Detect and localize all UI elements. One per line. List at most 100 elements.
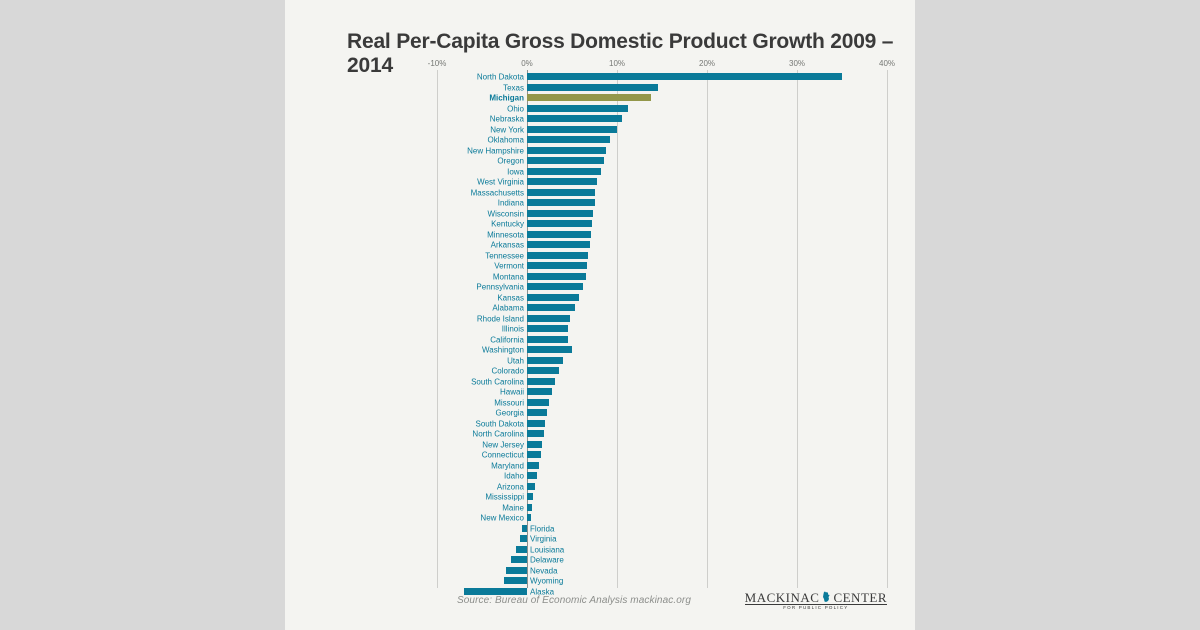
bar bbox=[527, 126, 617, 133]
bar-row: New Mexico bbox=[347, 513, 887, 524]
bar-row: Florida bbox=[347, 524, 887, 535]
bar-label: Utah bbox=[507, 356, 524, 365]
bar bbox=[527, 304, 575, 311]
bar-row: Pennsylvania bbox=[347, 282, 887, 293]
bar-label: Nebraska bbox=[490, 115, 524, 124]
x-axis-tick: 20% bbox=[699, 59, 715, 68]
bar bbox=[527, 115, 622, 122]
bar-row: Idaho bbox=[347, 471, 887, 482]
bar-row: Massachusetts bbox=[347, 188, 887, 199]
bar-row: Texas bbox=[347, 83, 887, 94]
bar-row: Utah bbox=[347, 356, 887, 367]
bar-label: Rhode Island bbox=[477, 314, 524, 323]
bar bbox=[527, 252, 588, 259]
bar-label: Indiana bbox=[498, 199, 524, 208]
bar-label: Kansas bbox=[497, 293, 524, 302]
source-text: Source: Bureau of Economic Analysis mack… bbox=[457, 595, 691, 606]
x-axis-tick: 10% bbox=[609, 59, 625, 68]
bar bbox=[527, 210, 593, 217]
chart-card: Real Per-Capita Gross Domestic Product G… bbox=[285, 0, 915, 630]
bar-row: California bbox=[347, 335, 887, 346]
x-axis-tick: 30% bbox=[789, 59, 805, 68]
bar-label: Nevada bbox=[530, 566, 558, 575]
bar-label: New Mexico bbox=[480, 514, 524, 523]
bar-label: Hawaii bbox=[500, 388, 524, 397]
bar bbox=[527, 346, 572, 353]
bar bbox=[506, 567, 527, 574]
bar bbox=[520, 535, 527, 542]
bar-label: Connecticut bbox=[482, 451, 524, 460]
bar-row: Rhode Island bbox=[347, 314, 887, 325]
bar bbox=[527, 483, 535, 490]
bar-label: North Dakota bbox=[477, 73, 524, 82]
bar-label: Oregon bbox=[497, 157, 524, 166]
bar bbox=[527, 157, 604, 164]
bar-label: Kentucky bbox=[491, 220, 524, 229]
bar-label: Oklahoma bbox=[488, 136, 524, 145]
bar bbox=[527, 462, 539, 469]
bar bbox=[527, 231, 591, 238]
bar-row: Minnesota bbox=[347, 230, 887, 241]
bar-label: North Carolina bbox=[472, 430, 524, 439]
bar-row: Kentucky bbox=[347, 219, 887, 230]
bar bbox=[527, 472, 537, 479]
bar bbox=[527, 399, 549, 406]
bar-row: Maryland bbox=[347, 461, 887, 472]
bar bbox=[527, 430, 544, 437]
bar-row: Georgia bbox=[347, 408, 887, 419]
bar bbox=[527, 325, 568, 332]
bar-row: Nebraska bbox=[347, 114, 887, 125]
bar bbox=[527, 357, 563, 364]
bar-row: New Hampshire bbox=[347, 146, 887, 157]
bar bbox=[527, 378, 555, 385]
bar-row: Wisconsin bbox=[347, 209, 887, 220]
bar-row: Iowa bbox=[347, 167, 887, 178]
bar bbox=[527, 504, 532, 511]
bar bbox=[527, 220, 592, 227]
bar-label: Montana bbox=[493, 272, 524, 281]
bar-row: Delaware bbox=[347, 555, 887, 566]
bar-row: Tennessee bbox=[347, 251, 887, 262]
bar-label: Wisconsin bbox=[488, 209, 524, 218]
bar-label: Iowa bbox=[507, 167, 524, 176]
x-axis-tick: 0% bbox=[521, 59, 533, 68]
bar-label: Wyoming bbox=[530, 577, 563, 586]
x-axis-tick: 40% bbox=[879, 59, 895, 68]
x-axis-tick: -10% bbox=[428, 59, 447, 68]
bar-label: Minnesota bbox=[487, 230, 524, 239]
bar-label: Pennsylvania bbox=[476, 283, 524, 292]
bar bbox=[516, 546, 527, 553]
bar-label: New Hampshire bbox=[467, 146, 524, 155]
bar bbox=[527, 105, 628, 112]
bar bbox=[527, 294, 579, 301]
mackinac-logo: MACKINAC CENTER FOR PUBLIC POLICY bbox=[745, 591, 887, 611]
bar-label: New Jersey bbox=[482, 440, 524, 449]
bar-row: Hawaii bbox=[347, 387, 887, 398]
bar-label: Idaho bbox=[504, 472, 524, 481]
bar-row: Alabama bbox=[347, 303, 887, 314]
bar-row: Missouri bbox=[347, 398, 887, 409]
bar bbox=[511, 556, 527, 563]
logo-text-1: MACKINAC bbox=[745, 591, 820, 604]
bar-row: Virginia bbox=[347, 534, 887, 545]
bar bbox=[527, 136, 610, 143]
bar bbox=[527, 84, 658, 91]
bar bbox=[522, 525, 527, 532]
chart-footer: Source: Bureau of Economic Analysis mack… bbox=[347, 591, 887, 611]
bar-label: Michigan bbox=[489, 94, 524, 103]
gridline bbox=[887, 70, 888, 588]
bar bbox=[527, 514, 531, 521]
bar-label: Washington bbox=[482, 346, 524, 355]
bar-label: Massachusetts bbox=[471, 188, 524, 197]
bar-label: West Virginia bbox=[477, 178, 524, 187]
bar-label: Ohio bbox=[507, 104, 524, 113]
bar-row: South Dakota bbox=[347, 419, 887, 430]
bar-label: Virginia bbox=[530, 535, 557, 544]
bar-row: North Dakota bbox=[347, 72, 887, 83]
bar-chart: -10%0%10%20%30%40%North DakotaTexasMichi… bbox=[347, 60, 887, 592]
bar bbox=[527, 241, 590, 248]
bar bbox=[527, 336, 568, 343]
bar-label: Texas bbox=[503, 83, 524, 92]
bar bbox=[527, 273, 586, 280]
bar bbox=[527, 315, 570, 322]
